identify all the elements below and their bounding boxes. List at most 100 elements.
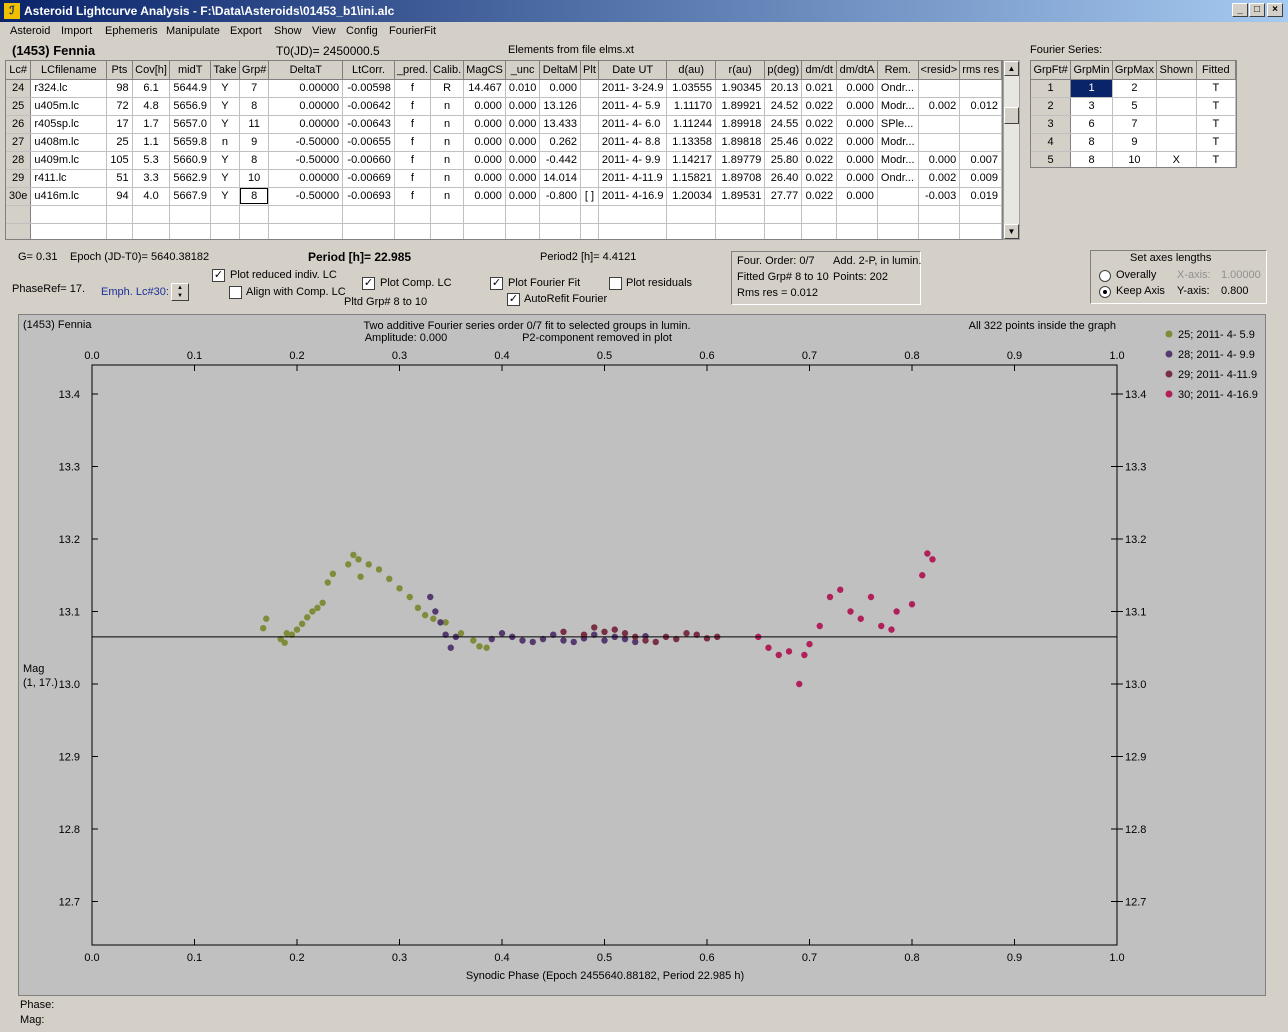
- fs-row-header[interactable]: 1: [1031, 79, 1072, 98]
- table-row[interactable]: [6, 223, 1002, 239]
- table-cell[interactable]: n: [430, 169, 465, 188]
- table-cell[interactable]: n: [430, 151, 465, 170]
- table-cell[interactable]: [836, 205, 878, 224]
- emph-lc-spinner[interactable]: ▲ ▼: [171, 283, 189, 301]
- row-header[interactable]: 30e: [6, 187, 32, 206]
- table-cell[interactable]: R: [430, 79, 465, 98]
- column-header[interactable]: dm/dtA: [836, 61, 878, 80]
- table-cell[interactable]: [764, 205, 803, 224]
- row-header[interactable]: 28: [6, 151, 32, 170]
- table-cell[interactable]: 2011- 4- 8.8: [598, 133, 668, 152]
- table-cell[interactable]: [918, 79, 961, 98]
- table-cell[interactable]: 0.000: [836, 133, 878, 152]
- table-cell[interactable]: 105: [106, 151, 133, 170]
- table-cell[interactable]: f: [394, 169, 432, 188]
- table-cell[interactable]: 0.00000: [268, 79, 344, 98]
- table-cell[interactable]: 8: [239, 151, 270, 170]
- column-header[interactable]: _unc: [505, 61, 541, 80]
- fs-column-header[interactable]: GrpMax: [1112, 61, 1158, 80]
- table-cell[interactable]: 0.000: [505, 97, 541, 116]
- column-header[interactable]: Plt: [580, 61, 599, 80]
- table-cell[interactable]: [268, 223, 344, 239]
- table-cell[interactable]: [715, 205, 766, 224]
- table-cell[interactable]: n: [430, 187, 465, 206]
- row-header[interactable]: 29: [6, 169, 32, 188]
- fs-column-header[interactable]: GrpMin: [1070, 61, 1113, 80]
- table-cell[interactable]: [580, 133, 599, 152]
- table-cell[interactable]: [106, 223, 133, 239]
- table-cell[interactable]: -0.00693: [342, 187, 395, 206]
- table-cell[interactable]: Modr...: [877, 151, 919, 170]
- table-cell[interactable]: 72: [106, 97, 133, 116]
- table-cell[interactable]: 1.90345: [715, 79, 766, 98]
- column-header[interactable]: LtCorr.: [342, 61, 395, 80]
- table-cell[interactable]: 0.022: [801, 151, 838, 170]
- table-cell[interactable]: 1.1: [132, 133, 171, 152]
- row-header[interactable]: 25: [6, 97, 32, 116]
- table-cell[interactable]: 1.89921: [715, 97, 766, 116]
- table-cell[interactable]: -0.00642: [342, 97, 395, 116]
- table-cell[interactable]: Y: [210, 97, 240, 116]
- table-cell[interactable]: Ondr...: [877, 169, 919, 188]
- table-cell[interactable]: 0.022: [801, 115, 838, 134]
- column-header[interactable]: Grp#: [239, 61, 270, 80]
- fs-cell[interactable]: 7: [1112, 115, 1158, 134]
- table-cell[interactable]: [169, 223, 212, 239]
- table-cell[interactable]: [ ]: [580, 187, 599, 206]
- table-cell[interactable]: [394, 223, 432, 239]
- table-cell[interactable]: f: [394, 187, 432, 206]
- table-cell[interactable]: -0.003: [918, 187, 961, 206]
- column-header[interactable]: DeltaM: [539, 61, 582, 80]
- table-cell[interactable]: 5659.8: [169, 133, 212, 152]
- table-cell[interactable]: 0.000: [463, 115, 506, 134]
- table-row[interactable]: 25 u405m.lc 72 4.8 5656.9 Y 8 0.00000 -0.00642 f n…: [6, 97, 1002, 116]
- table-cell[interactable]: [836, 223, 878, 239]
- table-cell[interactable]: [210, 223, 240, 239]
- table-cell[interactable]: 0.000: [463, 97, 506, 116]
- menu-config[interactable]: Config: [346, 25, 378, 37]
- column-header[interactable]: MagCS: [463, 61, 506, 80]
- scroll-down-button[interactable]: ▼: [1004, 224, 1019, 239]
- table-cell[interactable]: n: [430, 115, 465, 134]
- fs-cell[interactable]: T: [1196, 79, 1236, 98]
- column-header[interactable]: Rem.: [877, 61, 919, 80]
- table-cell[interactable]: 0.000: [836, 187, 878, 206]
- table-cell[interactable]: 20.13: [764, 79, 803, 98]
- table-cell[interactable]: 2011- 4- 9.9: [598, 151, 668, 170]
- fs-cell[interactable]: 8: [1070, 151, 1113, 167]
- table-cell[interactable]: 0.00000: [268, 169, 344, 188]
- table-cell[interactable]: 0.000: [463, 187, 506, 206]
- fs-row-header[interactable]: 4: [1031, 133, 1072, 152]
- menu-manipulate[interactable]: Manipulate: [166, 25, 220, 37]
- table-cell[interactable]: [580, 223, 599, 239]
- fs-row-header[interactable]: 5: [1031, 151, 1072, 167]
- row-header[interactable]: 24: [6, 79, 32, 98]
- table-cell[interactable]: [106, 205, 133, 224]
- keep-axis-radio[interactable]: [1099, 286, 1111, 298]
- minimize-button[interactable]: _: [1232, 3, 1248, 17]
- table-cell[interactable]: -0.00660: [342, 151, 395, 170]
- table-cell[interactable]: 5.3: [132, 151, 171, 170]
- table-cell[interactable]: [801, 223, 838, 239]
- table-cell[interactable]: Y: [210, 187, 240, 206]
- maximize-button[interactable]: □: [1249, 3, 1265, 17]
- table-cell[interactable]: SPle...: [877, 115, 919, 134]
- table-cell[interactable]: [801, 205, 838, 224]
- table-cell[interactable]: [918, 115, 961, 134]
- table-cell[interactable]: 0.022: [801, 133, 838, 152]
- plot-reduced-checkbox[interactable]: ✓: [212, 269, 225, 282]
- table-cell[interactable]: 1.89818: [715, 133, 766, 152]
- row-header[interactable]: [6, 223, 32, 239]
- table-cell[interactable]: 24.55: [764, 115, 803, 134]
- table-cell[interactable]: 10: [239, 169, 270, 188]
- fs-row-header[interactable]: 3: [1031, 115, 1072, 134]
- table-cell[interactable]: 0.021: [801, 79, 838, 98]
- fs-cell[interactable]: X: [1156, 151, 1197, 167]
- table-cell[interactable]: -0.442: [539, 151, 582, 170]
- table-cell[interactable]: f: [394, 133, 432, 152]
- table-cell[interactable]: 13.126: [539, 97, 582, 116]
- table-cell[interactable]: [30, 223, 108, 239]
